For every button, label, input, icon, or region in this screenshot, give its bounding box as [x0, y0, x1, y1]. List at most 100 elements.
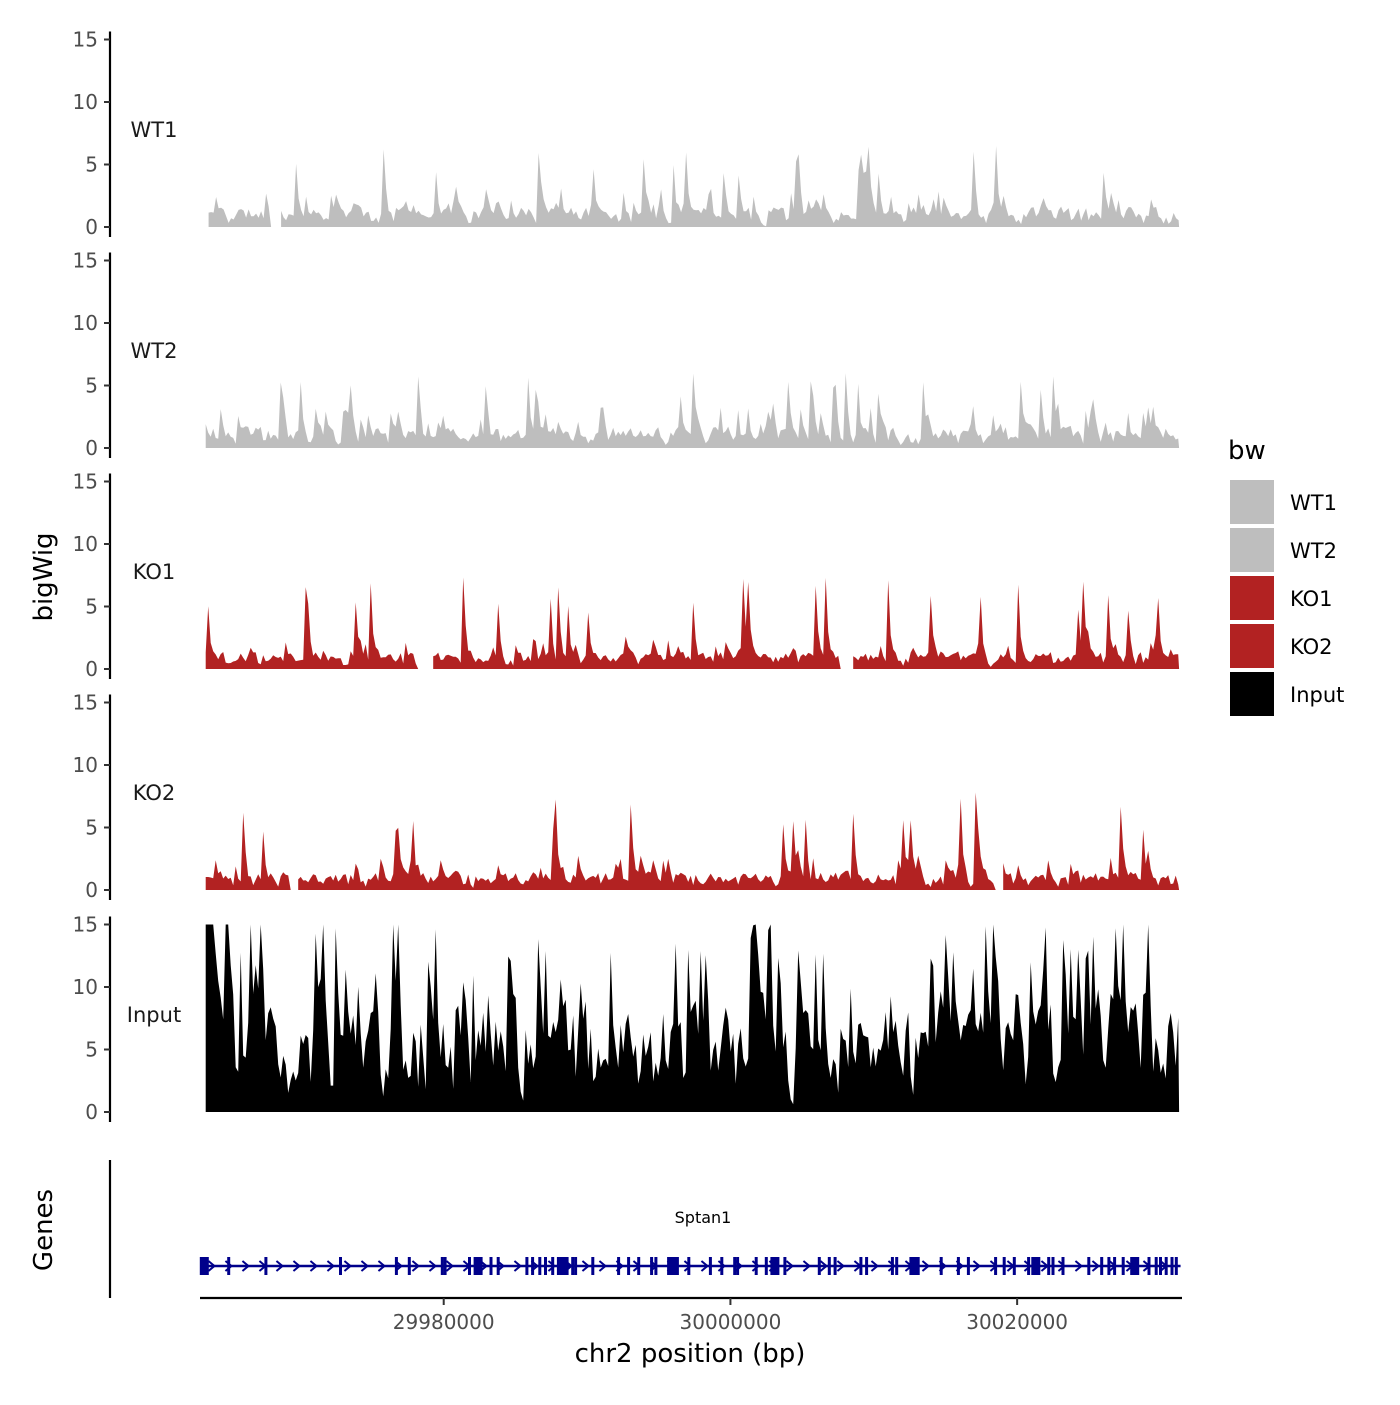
gene-exon	[654, 1257, 658, 1275]
strand-arrow	[921, 1260, 930, 1272]
gene-exon	[733, 1257, 737, 1275]
gene-exon	[559, 1257, 569, 1275]
legend-label-wt1: WT1	[1290, 491, 1337, 515]
y-tick-label: 5	[85, 816, 98, 840]
gene-exon	[1130, 1257, 1140, 1275]
gene-exon	[1087, 1257, 1091, 1275]
gene-name-label: Sptan1	[675, 1208, 732, 1227]
y-tick-label: 15	[73, 28, 98, 52]
y-tick-label: 10	[73, 753, 98, 777]
legend-swatch-input	[1230, 672, 1274, 716]
y-tick-label: 5	[85, 595, 98, 619]
x-axis-title: chr2 position (bp)	[575, 1339, 806, 1369]
strand-arrow	[275, 1260, 284, 1272]
gene-exon	[1159, 1257, 1162, 1275]
legend: bw WT1 WT2 KO1 KO2 Input	[1228, 436, 1344, 716]
y-tick-label: 5	[85, 1038, 98, 1062]
strand-arrow	[1023, 1260, 1032, 1272]
y-axis-title: bigWig	[29, 532, 59, 621]
gene-exon	[1031, 1257, 1041, 1275]
strand-arrow	[870, 1260, 879, 1272]
y-tick-label: 5	[85, 153, 98, 177]
gene-exon	[1051, 1257, 1055, 1275]
y-tick-label: 15	[73, 249, 98, 273]
gene-exon	[574, 1257, 578, 1275]
gene-exon	[708, 1257, 712, 1275]
track-input: 0 5 10 15 Input	[73, 913, 1180, 1124]
gene-exon	[1170, 1257, 1174, 1275]
y-tick-label: 10	[73, 975, 98, 999]
legend-label-input: Input	[1290, 683, 1344, 707]
y-tick-label: 10	[73, 90, 98, 114]
strand-arrow	[683, 1260, 692, 1272]
signal-area	[205, 792, 1180, 890]
legend-swatch-ko1	[1230, 576, 1274, 620]
legend-label-wt2: WT2	[1290, 539, 1337, 563]
x-tick-label: 30020000	[966, 1310, 1068, 1334]
gene-exon	[496, 1257, 500, 1275]
gene-exon	[1047, 1257, 1051, 1275]
strand-arrow	[207, 1260, 216, 1272]
signal-area	[208, 146, 1180, 227]
gene-exon	[407, 1257, 411, 1275]
gene-exon	[783, 1257, 787, 1275]
gene-exon	[1061, 1257, 1065, 1275]
strand-arrow	[343, 1260, 352, 1272]
gene-exon	[720, 1257, 724, 1275]
gene-exon	[1002, 1257, 1006, 1275]
legend-swatch-ko2	[1230, 624, 1274, 668]
gene-exon	[859, 1257, 863, 1275]
gene-exon	[827, 1257, 831, 1275]
y-tick-label: 15	[73, 913, 98, 937]
y-tick-label: 0	[85, 657, 98, 681]
legend-label-ko1: KO1	[1290, 587, 1333, 611]
signal-area	[205, 924, 1180, 1112]
gene-exon	[571, 1257, 575, 1275]
gene-exon	[1113, 1257, 1117, 1275]
gene-exon	[667, 1257, 677, 1275]
gene-exon	[473, 1257, 483, 1275]
gene-exon	[956, 1257, 960, 1275]
strand-arrow	[1074, 1260, 1083, 1272]
gene-exon	[764, 1257, 768, 1275]
strand-arrow	[360, 1260, 369, 1272]
gene-exon	[525, 1257, 529, 1275]
strand-arrow	[819, 1260, 828, 1272]
strand-arrow	[751, 1260, 760, 1272]
gene-exon	[468, 1257, 471, 1275]
gene-exon	[817, 1257, 821, 1275]
track-label: WT2	[131, 339, 178, 363]
gene-exon	[916, 1257, 920, 1275]
gene-exon	[994, 1257, 998, 1275]
gene-exon	[627, 1257, 631, 1275]
gene-exon	[591, 1257, 595, 1275]
gene-exon	[736, 1257, 740, 1275]
strand-arrow	[292, 1260, 301, 1272]
strand-arrow	[887, 1260, 896, 1272]
strand-arrow	[309, 1260, 318, 1272]
track-ko2: 0 5 10 15 KO2	[73, 691, 1180, 902]
gene-exon	[443, 1257, 447, 1275]
strand-arrow	[241, 1260, 250, 1272]
genes-layer: Sptan1	[108, 1160, 1181, 1298]
strand-arrow	[802, 1260, 811, 1272]
strand-arrow	[581, 1260, 590, 1272]
gene-exon	[637, 1257, 641, 1275]
x-axis: 29980000 30000000 30020000	[200, 1296, 1182, 1334]
y-tick-label: 15	[73, 470, 98, 494]
gene-exon	[551, 1257, 555, 1275]
x-tick-label: 30000000	[680, 1310, 782, 1334]
gene-exon	[1154, 1257, 1158, 1275]
track-label: Input	[127, 1003, 181, 1027]
strand-arrow	[785, 1260, 794, 1272]
strand-arrow	[445, 1260, 454, 1272]
signal-area	[205, 373, 1180, 448]
gene-exon	[939, 1257, 943, 1275]
y-tick-label: 15	[73, 691, 98, 715]
gene-exon	[440, 1257, 444, 1275]
strand-arrow	[700, 1260, 709, 1272]
legend-label-ko2: KO2	[1290, 635, 1333, 659]
track-wt2: 0 5 10 15 WT2	[73, 249, 1180, 460]
